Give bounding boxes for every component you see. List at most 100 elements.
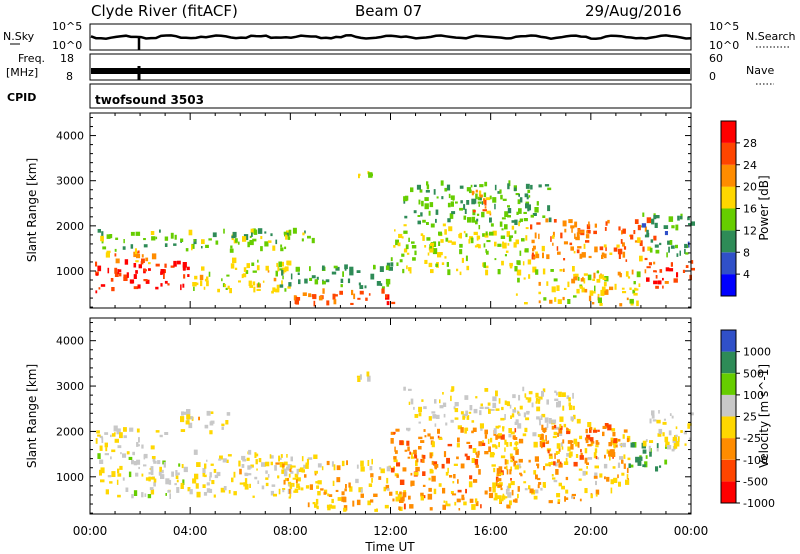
- heatmap-cell: [596, 270, 600, 274]
- heatmap-cell: [557, 432, 559, 437]
- heatmap-cell: [180, 429, 186, 432]
- heatmap-cell: [592, 278, 595, 281]
- heatmap-cell: [123, 274, 128, 278]
- heatmap-cell: [690, 260, 694, 264]
- heatmap-cell: [105, 447, 108, 452]
- heatmap-cell: [601, 252, 605, 257]
- heatmap-cell: [206, 482, 210, 486]
- heatmap-cell: [579, 285, 583, 289]
- heatmap-cell: [314, 472, 317, 476]
- heatmap-cell: [513, 447, 518, 451]
- heatmap-cell: [333, 294, 338, 297]
- freq-unit-label: [MHz]: [6, 66, 38, 79]
- nsearch-tick-bottom: 10^0: [709, 39, 739, 52]
- heatmap-cell: [497, 191, 501, 194]
- heatmap-cell: [630, 442, 635, 448]
- heatmap-cell: [638, 283, 641, 287]
- heatmap-cell: [253, 229, 258, 235]
- heatmap-cell: [370, 173, 373, 177]
- heatmap-cell: [474, 498, 478, 503]
- heatmap-cell: [221, 426, 224, 430]
- heatmap-cell: [556, 443, 561, 449]
- heatmap-cell: [345, 484, 347, 489]
- heatmap-cell: [294, 298, 299, 304]
- heatmap-cell: [317, 463, 322, 468]
- heatmap-cell: [562, 296, 565, 301]
- heatmap-cell: [568, 219, 573, 224]
- heatmap-cell: [442, 392, 444, 395]
- power-colorbar-swatches: [721, 121, 736, 296]
- heatmap-cell: [447, 443, 453, 447]
- heatmap-cell: [370, 273, 375, 280]
- nsky-trace: [90, 33, 692, 50]
- heatmap-cell: [573, 273, 577, 277]
- heatmap-cell: [255, 459, 258, 465]
- heatmap-cell: [254, 452, 257, 458]
- heatmap-cell: [501, 228, 504, 231]
- heatmap-cell: [442, 504, 446, 510]
- time-axis-label: Time UT: [364, 540, 415, 554]
- heatmap-cell: [644, 226, 647, 232]
- heatmap-cell: [646, 277, 650, 282]
- heatmap-cell: [221, 423, 225, 427]
- heatmap-cell: [482, 440, 484, 444]
- heatmap-cell: [392, 498, 395, 502]
- y-tick-label: 4000: [56, 130, 84, 143]
- heatmap-cell: [649, 418, 652, 424]
- heatmap-cell: [605, 246, 607, 252]
- heatmap-cell: [270, 233, 273, 237]
- heatmap-cell: [556, 493, 561, 498]
- heatmap-cell: [603, 244, 607, 248]
- colorbar-swatch: [721, 459, 736, 482]
- heatmap-cell: [648, 445, 651, 452]
- heatmap-cell: [451, 241, 456, 245]
- heatmap-cell: [509, 453, 513, 457]
- heatmap-cell: [431, 475, 436, 482]
- heatmap-cell: [282, 488, 286, 490]
- heatmap-cell: [287, 481, 292, 486]
- heatmap-cell: [619, 456, 624, 460]
- heatmap-cell: [475, 193, 478, 200]
- heatmap-cell: [283, 479, 286, 485]
- heatmap-cell: [556, 246, 559, 251]
- heatmap-cell: [587, 444, 592, 447]
- heatmap-cell: [518, 194, 520, 197]
- heatmap-cell: [100, 479, 105, 483]
- heatmap-cell: [574, 273, 579, 277]
- heatmap-cell: [288, 229, 292, 236]
- heatmap-cell: [279, 284, 284, 288]
- heatmap-cell: [280, 244, 283, 248]
- heatmap-cell: [449, 213, 454, 219]
- heatmap-cell: [160, 283, 163, 287]
- heatmap-cell: [482, 209, 487, 212]
- heatmap-cell: [678, 436, 680, 442]
- heatmap-cell: [97, 265, 102, 272]
- heatmap-cell: [295, 266, 300, 272]
- heatmap-cell: [438, 231, 442, 236]
- heatmap-cell: [478, 190, 482, 197]
- heatmap-cell: [500, 235, 506, 239]
- heatmap-cell: [233, 471, 236, 478]
- heatmap-cell: [466, 441, 471, 444]
- heatmap-cell: [359, 374, 362, 380]
- heatmap-cell: [552, 419, 557, 424]
- heatmap-cell: [544, 184, 550, 187]
- heatmap-cell: [444, 256, 447, 259]
- heatmap-cell: [118, 272, 122, 277]
- heatmap-cell: [288, 473, 291, 478]
- heatmap-cell: [332, 480, 335, 486]
- freq-trace: [91, 68, 690, 74]
- heatmap-cell: [102, 235, 104, 242]
- heatmap-cell: [304, 278, 308, 284]
- heatmap-cell: [143, 238, 146, 241]
- heatmap-cell: [99, 469, 102, 476]
- heatmap-cell: [519, 197, 523, 203]
- heatmap-cell: [564, 496, 566, 502]
- heatmap-cell: [556, 451, 560, 454]
- colorbar-tick-label: 28: [743, 137, 757, 150]
- heatmap-cell: [650, 239, 654, 243]
- heatmap-cell: [446, 184, 451, 191]
- heatmap-cell: [484, 181, 488, 187]
- heatmap-cell: [438, 483, 442, 487]
- heatmap-cell: [109, 234, 113, 239]
